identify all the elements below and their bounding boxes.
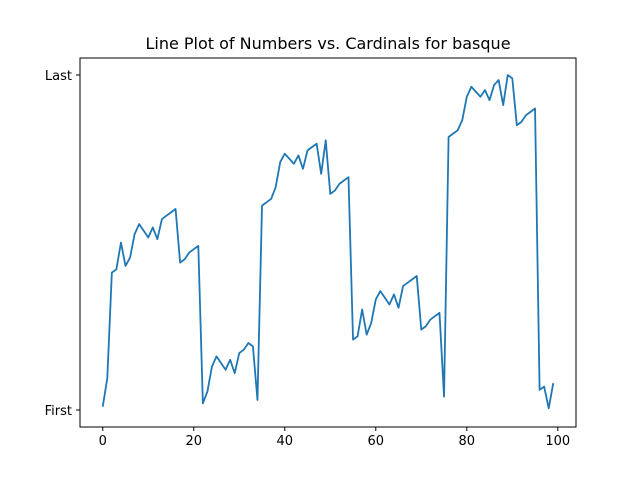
series-line (101, 74, 555, 410)
x-tick-label: 60 (368, 434, 385, 449)
chart-title: Line Plot of Numbers vs. Cardinals for b… (145, 34, 510, 53)
plot-area: 0 20 40 60 80 100 First Last (45, 57, 577, 449)
x-tick-label: 20 (185, 434, 202, 449)
x-tick-label: 100 (545, 434, 570, 449)
y-tick-label: First (45, 404, 72, 419)
x-tick-label: 0 (99, 434, 107, 449)
plot-frame (79, 57, 577, 428)
x-tick-label: 80 (459, 434, 476, 449)
x-tick-label: 40 (276, 434, 293, 449)
y-tick-label: Last (45, 69, 72, 84)
